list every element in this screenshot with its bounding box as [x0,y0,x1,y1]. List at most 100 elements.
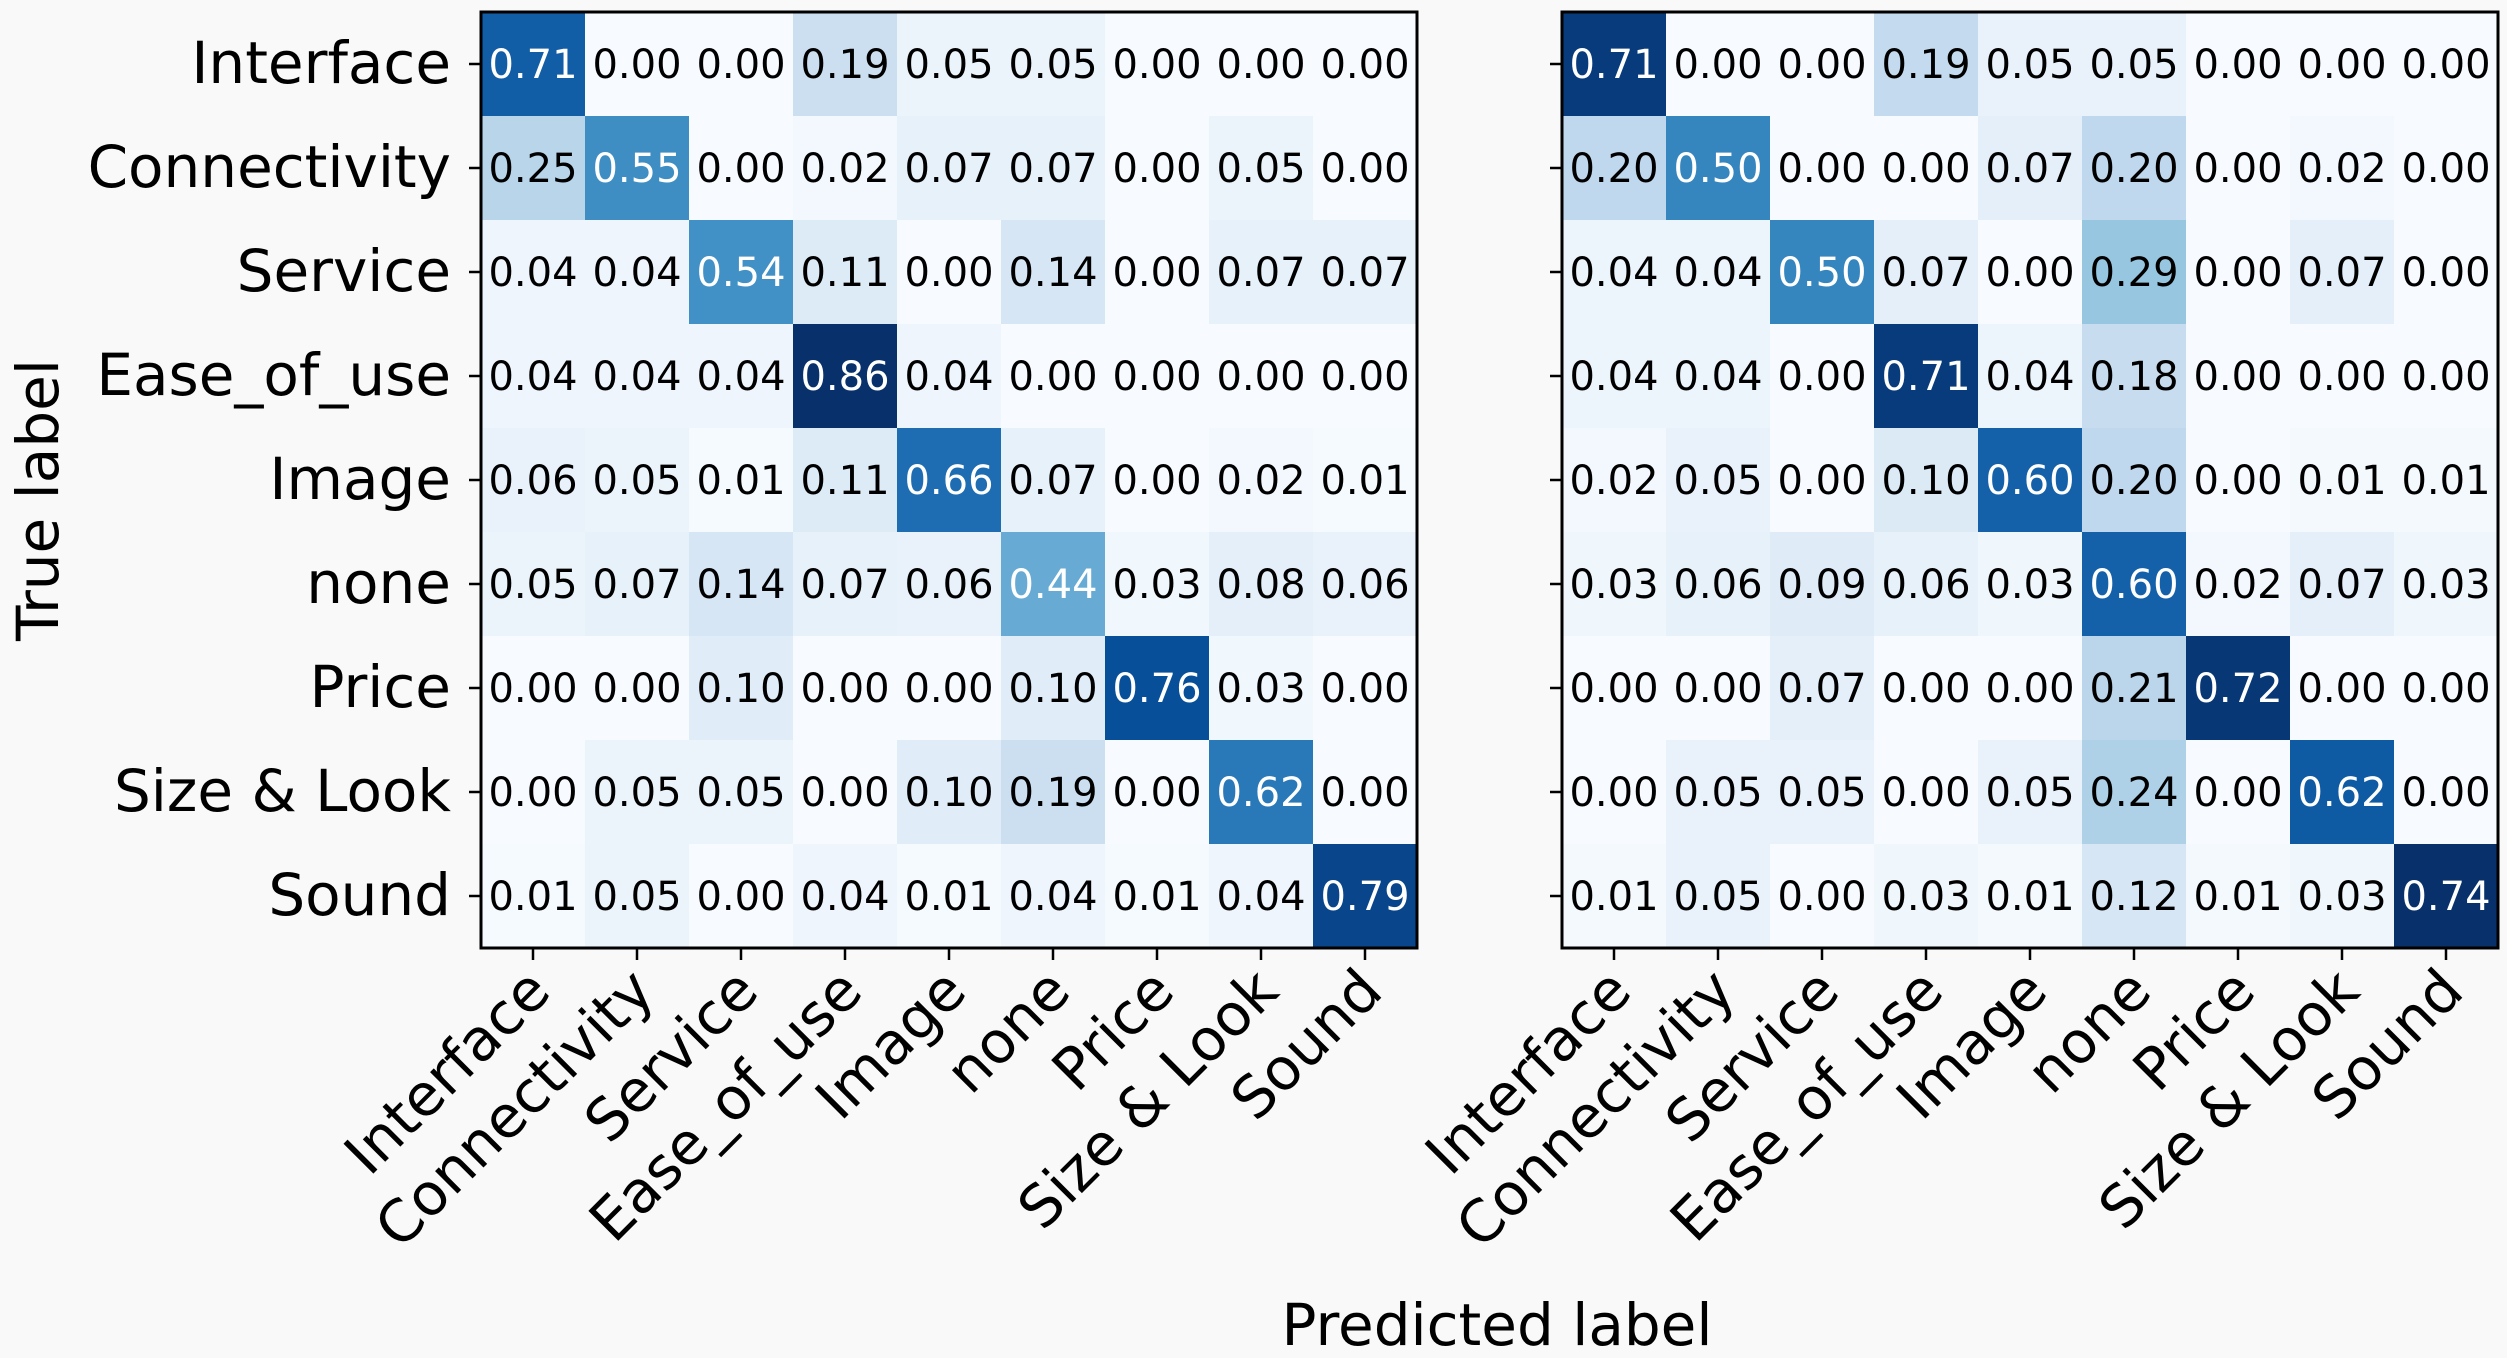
y-tick-label: none [306,549,451,617]
cell-value-label: 0.02 [800,146,889,192]
cell-value-label: 0.00 [1569,666,1658,712]
heatmap-cell [1001,324,1106,429]
cell-value-label: 0.29 [2089,250,2178,296]
heatmap-cell [1209,532,1314,637]
heatmap-cell [1001,116,1106,221]
heatmap-cell [1666,324,1771,429]
heatmap-cell [2394,532,2499,637]
heatmap-cell [1874,220,1979,325]
cell-value-label: 0.55 [592,146,681,192]
cell-value-label: 0.05 [1673,458,1762,504]
heatmap-cell [1666,116,1771,221]
heatmap-cell [1105,220,1210,325]
heatmap-cell [1562,532,1667,637]
heatmap-cell [1105,844,1210,949]
heatmap-cell [2186,220,2291,325]
cell-value-label: 0.03 [2401,562,2490,608]
heatmap-cell [1770,220,1875,325]
heatmap-cell [689,532,794,637]
cell-value-label: 0.19 [800,42,889,88]
cell-value-label: 0.00 [1320,770,1409,816]
cell-value-label: 0.01 [2401,458,2490,504]
cell-value-label: 0.24 [2089,770,2178,816]
cell-value-label: 0.05 [1673,874,1762,920]
cell-value-label: 0.05 [1008,42,1097,88]
heatmap-cell [689,12,794,117]
heatmap-cell [689,428,794,533]
heatmap-cell [481,844,586,949]
heatmap-cell [1562,12,1667,117]
cell-value-label: 0.03 [1112,562,1201,608]
heatmap-cell [2290,116,2395,221]
cell-value-label: 0.10 [696,666,785,712]
cell-value-label: 0.00 [1673,666,1762,712]
heatmap-cell [2186,428,2291,533]
cell-value-label: 0.00 [2193,458,2282,504]
cell-value-label: 0.74 [2401,874,2490,920]
cell-value-label: 0.00 [2297,354,2386,400]
heatmap-cell [1001,12,1106,117]
heatmap-cell [2394,740,2499,845]
cell-value-label: 0.06 [488,458,577,504]
cell-value-label: 0.00 [1112,146,1201,192]
heatmap-cell [1978,844,2083,949]
cell-value-label: 0.07 [1777,666,1866,712]
heatmap-cell [2082,532,2187,637]
heatmap-cell [1209,636,1314,741]
cell-value-label: 0.00 [2193,146,2282,192]
confusion-matrix-1: 0.71 0.00 0.00 0.19 0.05 0.05 0.00 0.00 0.00 0.25… [88,10,1419,1261]
heatmap-cell [1313,532,1418,637]
heatmap-cell [2082,116,2187,221]
cell-value-label: 0.02 [1569,458,1658,504]
cell-value-label: 0.10 [904,770,993,816]
heatmap-cell [1978,740,2083,845]
y-tick-label: Size & Look [114,757,451,825]
cell-value-label: 0.00 [2401,354,2490,400]
cell-value-label: 0.00 [2193,354,2282,400]
cell-value-label: 0.04 [1985,354,2074,400]
heatmap-cell [897,428,1002,533]
heatmap-cell [1105,116,1210,221]
heatmap-cell [585,324,690,429]
cell-value-label: 0.05 [488,562,577,608]
cell-value-label: 0.06 [904,562,993,608]
cell-value-label: 0.00 [1112,250,1201,296]
heatmap-cell [481,636,586,741]
cell-value-label: 0.05 [1216,146,1305,192]
cell-value-label: 0.05 [1985,770,2074,816]
heatmap-cell [1978,428,2083,533]
cell-value-label: 0.06 [1673,562,1762,608]
heatmap-cell [1666,220,1771,325]
cell-value-label: 0.07 [1320,250,1409,296]
cell-value-label: 0.00 [1569,770,1658,816]
heatmap-cell [689,740,794,845]
cell-value-label: 0.03 [2297,874,2386,920]
heatmap-cell [1770,116,1875,221]
cell-value-label: 0.07 [2297,250,2386,296]
heatmap-cell [585,12,690,117]
heatmap-cell [2186,740,2291,845]
cell-value-label: 0.20 [2089,458,2178,504]
cell-value-label: 0.03 [1985,562,2074,608]
heatmap-cell [585,636,690,741]
cell-value-label: 0.04 [1569,250,1658,296]
cell-value-label: 0.04 [1673,354,1762,400]
cell-value-label: 0.71 [488,42,577,88]
cell-value-label: 0.04 [1008,874,1097,920]
heatmap-cell [2290,324,2395,429]
heatmap-cell [2290,844,2395,949]
heatmap-cell [1562,428,1667,533]
heatmap-cell [1001,220,1106,325]
cell-value-label: 0.07 [1216,250,1305,296]
cell-value-label: 0.11 [800,250,889,296]
cell-value-label: 0.02 [2193,562,2282,608]
cell-value-label: 0.00 [1008,354,1097,400]
cell-value-label: 0.06 [1320,562,1409,608]
heatmap-cell [897,220,1002,325]
cell-value-label: 0.04 [1673,250,1762,296]
heatmap-cell [1666,428,1771,533]
cell-value-label: 0.05 [1985,42,2074,88]
cell-value-label: 0.00 [1320,354,1409,400]
cell-value-label: 0.00 [1216,354,1305,400]
